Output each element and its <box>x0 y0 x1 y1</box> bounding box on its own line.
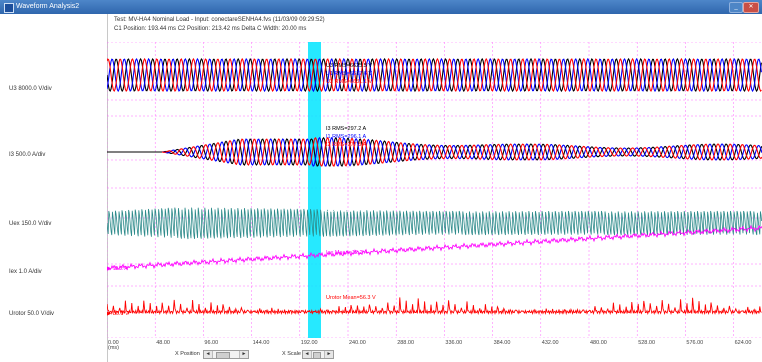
x-position-scrollbar[interactable]: ◄ ► <box>203 350 249 359</box>
x-tick-label: 432.00 <box>541 340 559 346</box>
x-tick-label: 0.00 <box>108 340 119 346</box>
waveform-canvas[interactable]: U3 RMS=6625.5 V U1 RMS=6617.6 V U2 RMS=663… <box>107 42 762 338</box>
x-tick-label: 624.00 <box>734 340 752 346</box>
x-position-thumb[interactable] <box>216 352 230 359</box>
x-tick-label: 480.00 <box>590 340 607 346</box>
i2-trace <box>161 136 762 167</box>
window-titlebar: Waveform Analysis2 _ ✕ <box>0 0 762 14</box>
channel-label-u3: U3 8000.0 V/div <box>9 86 52 92</box>
x-tick-label: 144.00 <box>252 340 270 346</box>
marker-label: Iex Mean=12.2 A <box>326 250 368 256</box>
u1-trace <box>107 57 762 93</box>
urotor-start-tag: ▶ 80.0 V <box>107 311 129 317</box>
traces <box>107 57 762 316</box>
channel-label-urotor: Urotor 50.0 V/div <box>9 311 55 317</box>
x-scale-thumb[interactable] <box>313 352 321 359</box>
x-tick-label: 240.00 <box>349 340 366 346</box>
x-scale-label: X Scale <box>282 351 301 357</box>
channel-label-uex: Uex 150.0 V/div <box>9 221 52 227</box>
cursor-info: C1 Position: 193.44 ms C2 Position: 213.… <box>114 26 307 32</box>
x-tick-label: 48.00 <box>156 340 170 346</box>
marker-label: I2 RMS=277.8 A <box>326 142 367 148</box>
marker-label: I1 RMS=296.1 A <box>326 134 367 140</box>
u3-trace <box>107 57 762 93</box>
app-icon <box>4 3 14 13</box>
minimize-button[interactable]: _ <box>729 2 743 13</box>
channel-panel: U3 8000.0 V/div I3 500.0 A/div Uex 150.0… <box>0 14 108 362</box>
marker-label: U2 RMS=6631.1 V <box>326 79 372 85</box>
x-position-label: X Position <box>175 351 200 357</box>
u2-trace <box>107 57 762 93</box>
x-scale-scrollbar[interactable]: ◄ ► <box>302 350 334 359</box>
marker-label: Uex Mean=60.5 V <box>326 208 371 214</box>
x-tick-label: 96.00 <box>204 340 219 346</box>
markers: U3 RMS=6625.5 V U1 RMS=6617.6 V U2 RMS=663… <box>107 63 376 317</box>
marker-label: I3 RMS=297.2 A <box>326 126 367 132</box>
window-title: Waveform Analysis2 <box>16 3 80 10</box>
x-tick-label: 528.00 <box>638 340 656 346</box>
test-info: Test: MV-HA4 Nominal Load - Input: conec… <box>114 17 325 23</box>
x-tick-label: 576.00 <box>686 340 704 346</box>
x-position-left-arrow[interactable]: ◄ <box>204 351 213 358</box>
channel-label-iex: Iex 1.0 A/div <box>9 269 42 275</box>
i1-trace <box>161 136 762 167</box>
x-tick-label: 384.00 <box>493 340 511 346</box>
cursor-band <box>308 42 321 338</box>
x-tick-label: 192.00 <box>300 340 318 346</box>
minimize-icon: _ <box>734 4 738 10</box>
x-axis-unit: (ms) <box>108 345 119 351</box>
marker-label: U3 RMS=6625.5 V <box>326 63 372 69</box>
x-tick-label: 336.00 <box>445 340 463 346</box>
urotor-trace <box>107 297 762 316</box>
x-position-right-arrow[interactable]: ► <box>239 351 248 358</box>
close-icon: ✕ <box>748 4 754 10</box>
iex-trace <box>107 224 762 271</box>
marker-label: Urotor Mean=56.3 V <box>326 295 376 301</box>
x-scale-left-arrow[interactable]: ◄ <box>303 351 312 358</box>
marker-label: U1 RMS=6617.6 V <box>326 71 372 77</box>
close-button[interactable]: ✕ <box>743 2 759 13</box>
x-tick-label: 288.00 <box>397 340 415 346</box>
uex-trace <box>107 207 762 240</box>
x-scale-right-arrow[interactable]: ► <box>324 351 333 358</box>
iex-start-tag: ▶ 11.2 A <box>107 266 128 272</box>
channel-label-i3: I3 500.0 A/div <box>9 152 46 158</box>
waveform-plot[interactable]: U3 RMS=6625.5 V U1 RMS=6617.6 V U2 RMS=663… <box>107 42 762 338</box>
